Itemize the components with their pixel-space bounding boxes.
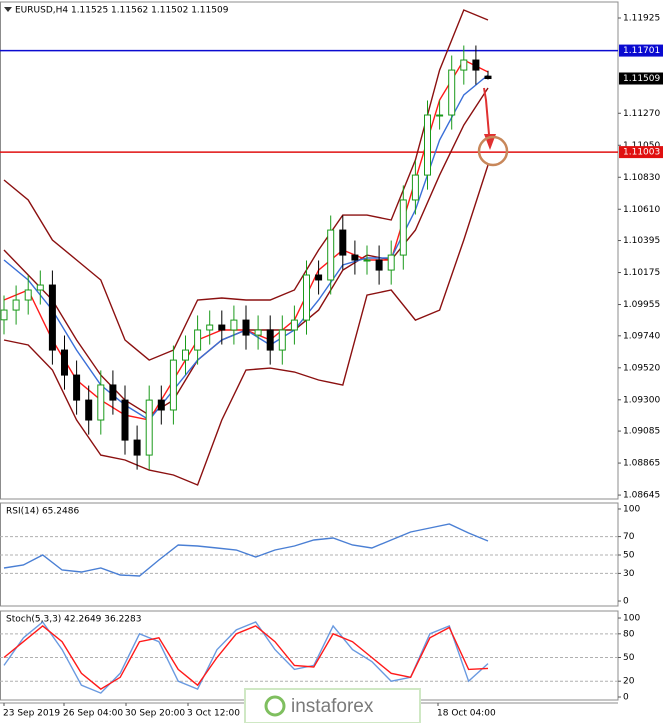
candle-body — [73, 374, 81, 401]
y-tick-label: 80 — [623, 629, 635, 639]
candle-body — [448, 69, 456, 116]
y-tick-label: 50 — [623, 653, 635, 663]
y-tick-label: 1.10175 — [623, 268, 660, 278]
indicator-line — [3, 9, 489, 361]
indicator-line — [3, 624, 489, 690]
y-tick-label: 1.11270 — [623, 109, 660, 119]
candle-body — [85, 399, 93, 421]
candle-body — [12, 299, 20, 311]
candle-body — [411, 174, 419, 201]
last-price-label: 1.11509 — [623, 74, 660, 84]
indicator-line — [3, 523, 489, 577]
candle-body — [484, 75, 492, 80]
candle-body — [399, 199, 407, 256]
panel-title: RSI(14) 65.2486 — [6, 507, 79, 517]
y-tick-label: 100 — [623, 504, 640, 514]
y-tick-label: 70 — [623, 532, 635, 542]
candle-body — [339, 229, 347, 256]
y-tick-label: 1.09740 — [623, 331, 660, 341]
panel-title: Stoch(5,3,3) 42.2649 36.2283 — [6, 615, 141, 625]
indicator-line — [3, 620, 489, 694]
candle-body — [109, 384, 117, 401]
y-tick-label: 1.10610 — [623, 205, 660, 215]
y-tick-label: 0 — [623, 597, 629, 607]
candle-body — [133, 439, 141, 456]
candle-body — [121, 399, 129, 441]
panel-title: EURUSD,H4 1.11525 1.11562 1.11502 1.1150… — [15, 6, 229, 16]
candle-body — [387, 254, 395, 271]
candle-body — [169, 359, 177, 411]
candle-body — [375, 259, 383, 271]
candle-body — [206, 324, 214, 331]
candle-body — [278, 329, 286, 351]
y-tick-label: 1.08645 — [623, 491, 660, 501]
candle-body — [194, 329, 202, 351]
watermark-logo — [264, 695, 286, 717]
y-tick-label: 1.09300 — [623, 395, 660, 405]
candle-body — [145, 399, 153, 456]
candle-body — [48, 284, 56, 351]
x-tick-label: 30 Sep 20:00 — [125, 709, 185, 719]
y-tick-label: 0 — [623, 692, 629, 702]
candle-body — [266, 329, 274, 351]
y-tick-label: 1.09955 — [623, 300, 660, 310]
candle-body — [290, 319, 298, 331]
candle-body — [218, 324, 226, 331]
candle-body — [327, 229, 335, 281]
candle-body — [36, 284, 44, 291]
x-tick-label: 26 Sep 04:00 — [63, 709, 123, 719]
forecast-arrow — [483, 87, 491, 147]
candle-body — [460, 59, 468, 71]
y-tick-label: 20 — [623, 677, 635, 687]
symbol-icon — [4, 7, 12, 12]
target-circle — [477, 135, 509, 167]
x-tick-label: 18 Oct 04:00 — [437, 709, 496, 719]
candle-body — [436, 114, 444, 117]
x-tick-label: 3 Oct 12:00 — [187, 709, 240, 719]
candle-body — [315, 274, 323, 281]
panel-frame — [0, 1, 619, 500]
level-label: 1.11701 — [623, 46, 660, 56]
candle-body — [472, 59, 480, 71]
y-tick-label: 1.10830 — [623, 173, 660, 183]
candle-body — [303, 274, 310, 321]
candle-body — [182, 349, 189, 361]
candle-body — [0, 309, 8, 321]
candle-body — [424, 114, 431, 176]
panel-frame — [0, 502, 619, 607]
y-tick-label: 1.09085 — [623, 427, 660, 437]
y-tick-label: 50 — [623, 551, 635, 561]
candle-body — [242, 319, 250, 336]
level-label: 1.11003 — [623, 148, 660, 158]
x-tick-label: 23 Sep 2019 — [3, 709, 60, 719]
candle-body — [97, 384, 105, 421]
candle-body — [61, 349, 68, 376]
level-label-box — [619, 146, 663, 159]
candle-body — [230, 319, 238, 331]
y-tick-label: 1.09520 — [623, 363, 660, 373]
last-price-box — [619, 72, 663, 85]
level-label-box — [619, 44, 663, 57]
y-tick-label: 1.11925 — [623, 13, 660, 23]
candle-body — [157, 399, 165, 411]
candle-body — [363, 259, 371, 262]
candle-body — [24, 289, 32, 301]
watermark: instaforex — [291, 696, 374, 717]
candle-body — [351, 254, 359, 261]
y-tick-label: 100 — [623, 614, 640, 624]
candle-body — [254, 329, 262, 336]
y-tick-label: 1.10395 — [623, 236, 660, 246]
y-tick-label: 30 — [623, 569, 635, 579]
y-tick-label: 1.11050 — [623, 141, 660, 151]
y-tick-label: 1.08865 — [623, 459, 660, 469]
indicator-line — [3, 164, 489, 486]
watermark-box — [244, 688, 421, 723]
